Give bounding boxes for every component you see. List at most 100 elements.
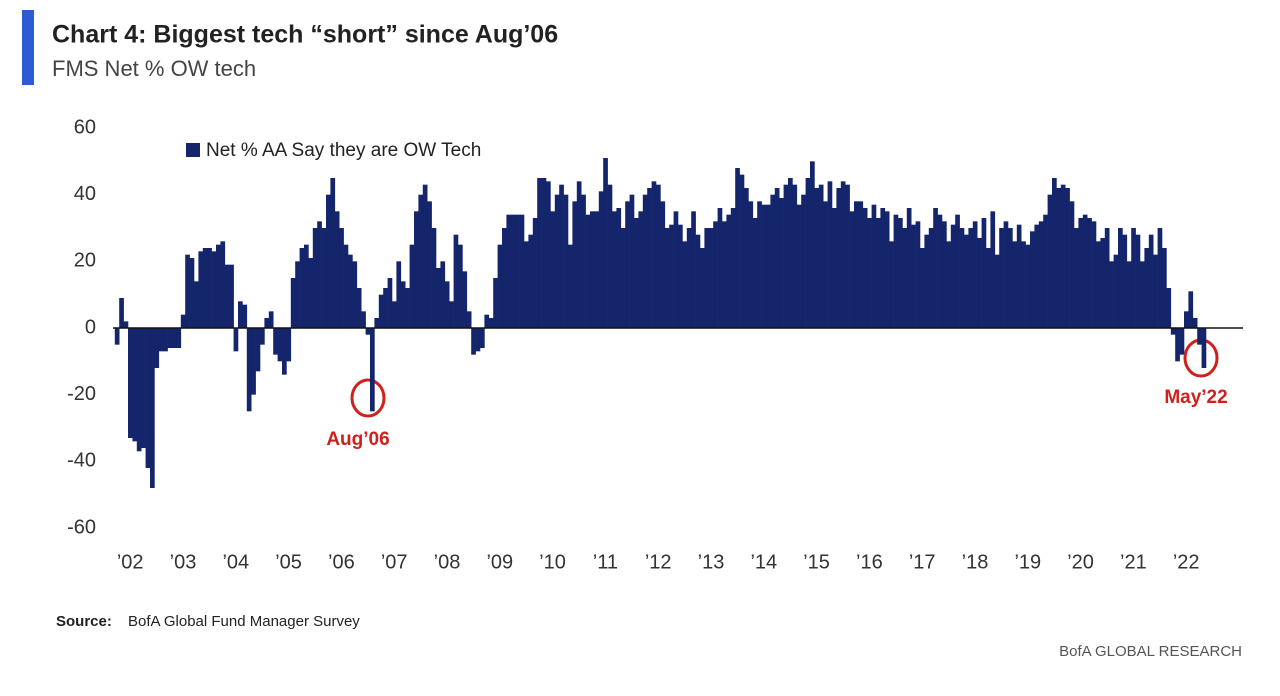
bar: [532, 218, 538, 328]
bar: [937, 214, 943, 328]
bar: [1030, 231, 1035, 328]
bar: [1056, 188, 1062, 328]
bar: [924, 234, 930, 328]
bar: [814, 188, 820, 328]
source-label: Source:: [56, 613, 112, 630]
bar: [180, 314, 186, 328]
bar: [286, 328, 292, 362]
bar: [312, 228, 318, 328]
bar: [326, 194, 331, 328]
bar: [1091, 221, 1097, 328]
bar: [378, 294, 384, 328]
bar: [876, 218, 881, 328]
bar: [695, 234, 701, 328]
bar: [400, 281, 406, 328]
bar: [1003, 221, 1009, 328]
bar: [810, 161, 815, 328]
bar: [352, 261, 358, 328]
bar: [893, 214, 899, 328]
x-tick-label: ’14: [750, 551, 777, 573]
bar: [396, 261, 402, 328]
bar: [854, 201, 859, 328]
x-tick-label: ’20: [1067, 551, 1094, 573]
bar: [330, 178, 336, 328]
bar: [233, 328, 239, 352]
bar: [194, 281, 199, 328]
bar: [422, 184, 428, 328]
bar: [1157, 228, 1163, 328]
x-tick-label: ’08: [434, 551, 461, 573]
bar: [563, 194, 569, 328]
bar: [317, 221, 322, 328]
bar: [757, 201, 762, 328]
bar: [211, 251, 217, 328]
bar: [1175, 328, 1180, 362]
bar: [299, 248, 305, 328]
bar: [783, 184, 789, 328]
bar: [255, 328, 261, 372]
title-accent: [22, 10, 34, 85]
bar: [136, 328, 142, 452]
bar: [1113, 254, 1119, 328]
bar: [348, 254, 353, 328]
y-tick-label: 60: [74, 116, 96, 138]
bar: [484, 314, 490, 328]
bar: [488, 318, 494, 328]
footer: BofA GLOBAL RESEARCH: [1059, 643, 1242, 660]
bar: [1074, 228, 1079, 328]
bar: [554, 194, 560, 328]
bar: [1179, 328, 1185, 355]
bar: [722, 221, 727, 328]
bar: [1052, 178, 1057, 328]
bar: [1188, 291, 1194, 328]
bar: [717, 208, 723, 328]
x-tick-label: ’06: [328, 551, 355, 573]
bar: [669, 224, 674, 328]
x-tick-label: ’07: [381, 551, 408, 573]
bar: [132, 328, 138, 442]
bar: [594, 211, 600, 328]
bar: [1082, 214, 1088, 328]
bar: [383, 288, 388, 328]
bar: [638, 211, 644, 328]
bar: [114, 328, 120, 345]
bar: [845, 184, 850, 328]
bar: [906, 208, 912, 328]
bar: [761, 204, 767, 328]
x-tick-label: ’16: [856, 551, 883, 573]
bar: [748, 201, 754, 328]
bar: [1025, 244, 1031, 328]
bar: [1131, 228, 1136, 328]
bar: [928, 228, 934, 328]
bar: [427, 201, 432, 328]
bar: [788, 178, 793, 328]
bar: [282, 328, 287, 375]
bar: [414, 211, 419, 328]
bar: [1162, 248, 1167, 328]
bar: [550, 211, 556, 328]
bar: [290, 278, 296, 328]
bar: [475, 328, 481, 352]
bar: [603, 158, 608, 328]
bar: [1043, 214, 1048, 328]
bar: [264, 318, 270, 328]
bar: [343, 244, 349, 328]
bar: [977, 238, 982, 328]
bar: [950, 224, 956, 328]
bar: [986, 248, 991, 328]
bar: [634, 218, 639, 328]
bar: [568, 244, 573, 328]
bar: [959, 228, 965, 328]
bar: [431, 228, 437, 328]
bar: [598, 191, 604, 328]
bar: [682, 241, 688, 328]
bar: [515, 214, 520, 328]
bar: [458, 244, 463, 328]
x-tick-label: ’17: [909, 551, 936, 573]
bar: [409, 244, 415, 328]
bar: [1192, 318, 1198, 328]
bar: [295, 261, 300, 328]
bar: [559, 184, 564, 328]
bar: [801, 194, 806, 328]
